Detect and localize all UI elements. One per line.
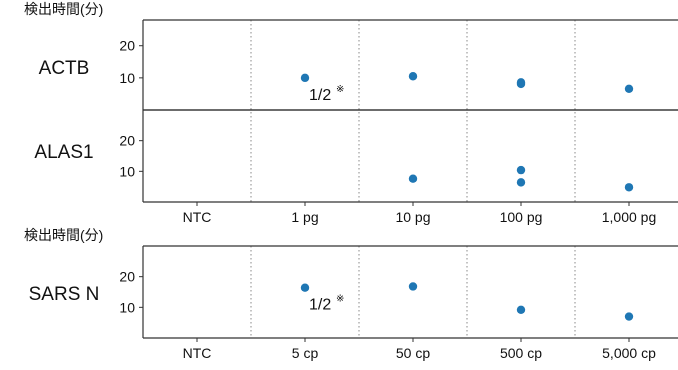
data-point — [516, 305, 526, 314]
x-tick-label: 10 pg — [395, 209, 430, 225]
data-point — [408, 282, 418, 291]
y-tick-label: 20 — [119, 269, 135, 285]
row-label: ALAS1 — [34, 142, 93, 163]
x-tick-label: 50 cp — [396, 345, 430, 361]
data-point — [516, 79, 526, 89]
y-tick-label: 10 — [119, 70, 135, 86]
x-tick-label: 500 cp — [500, 345, 542, 361]
data-point — [624, 312, 634, 321]
y-axis-label: 検出時間(分) — [24, 1, 103, 17]
annotation-text: 1/2 — [309, 297, 331, 314]
data-point — [516, 165, 526, 175]
data-point — [300, 73, 310, 83]
data-point — [624, 84, 634, 93]
data-point — [624, 183, 634, 192]
x-tick-label: 100 pg — [500, 209, 543, 225]
y-tick-label: 20 — [119, 38, 135, 54]
annotation-text: 1/2 — [309, 87, 331, 104]
y-tick-label: 10 — [119, 299, 135, 315]
data-point — [408, 174, 418, 183]
x-tick-label: 1,000 pg — [602, 209, 657, 225]
y-axis-label: 検出時間(分) — [24, 227, 103, 243]
annotation-mark: ※ — [336, 294, 344, 305]
y-tick-label: 20 — [119, 133, 135, 149]
x-tick-label: 1 pg — [291, 209, 318, 225]
row-label: ACTB — [39, 58, 90, 79]
data-point — [300, 283, 310, 292]
x-tick-label: 5,000 cp — [602, 345, 656, 361]
data-point — [516, 178, 526, 187]
x-tick-label: NTC — [183, 209, 212, 225]
x-tick-label: NTC — [183, 345, 212, 361]
y-tick-label: 10 — [119, 163, 135, 179]
row-label: SARS N — [29, 284, 100, 305]
x-tick-label: 5 cp — [292, 345, 319, 361]
data-point — [408, 72, 418, 81]
annotation-mark: ※ — [336, 84, 344, 95]
